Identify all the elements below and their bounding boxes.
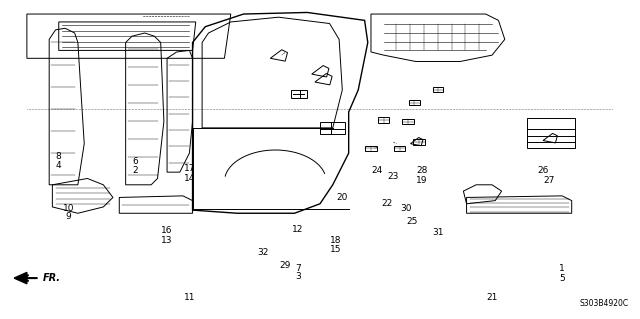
Polygon shape — [14, 272, 27, 284]
Bar — [394, 145, 405, 151]
Text: 26: 26 — [538, 166, 548, 175]
Bar — [402, 119, 413, 124]
Text: 25: 25 — [406, 217, 418, 226]
Bar — [365, 145, 377, 151]
Text: 8: 8 — [56, 152, 61, 161]
Text: S303B4920C: S303B4920C — [580, 299, 629, 308]
Text: 2: 2 — [132, 166, 138, 175]
Text: 24: 24 — [372, 166, 383, 175]
Text: FR.: FR. — [43, 273, 61, 283]
Bar — [291, 90, 307, 98]
Text: 6: 6 — [132, 157, 138, 166]
Text: 12: 12 — [292, 225, 303, 234]
Text: 22: 22 — [381, 199, 392, 208]
Text: 32: 32 — [257, 248, 268, 257]
Bar — [413, 139, 424, 145]
Bar — [320, 122, 346, 134]
Text: 10: 10 — [63, 204, 74, 213]
Text: 7: 7 — [295, 264, 301, 273]
Text: 29: 29 — [279, 261, 291, 270]
Text: 17: 17 — [184, 165, 195, 174]
Text: 20: 20 — [337, 193, 348, 202]
Text: 16: 16 — [161, 226, 173, 235]
Text: 23: 23 — [388, 172, 399, 182]
Bar — [408, 100, 420, 105]
Text: 28: 28 — [416, 166, 428, 175]
Bar — [378, 117, 390, 123]
Bar — [527, 118, 575, 148]
Text: 27: 27 — [544, 175, 555, 185]
Text: 14: 14 — [184, 174, 195, 183]
Text: 9: 9 — [65, 212, 71, 221]
Text: 5: 5 — [559, 274, 565, 283]
Text: 31: 31 — [432, 228, 444, 237]
Text: 30: 30 — [400, 204, 412, 213]
Text: 4: 4 — [56, 161, 61, 170]
Text: 1: 1 — [559, 264, 565, 273]
Text: 15: 15 — [330, 245, 342, 254]
Text: 13: 13 — [161, 236, 173, 245]
Text: 21: 21 — [486, 293, 498, 301]
Text: 3: 3 — [295, 272, 301, 281]
Text: 18: 18 — [330, 236, 342, 245]
Text: 11: 11 — [184, 293, 195, 301]
Bar — [433, 87, 443, 93]
Text: 19: 19 — [416, 175, 428, 185]
